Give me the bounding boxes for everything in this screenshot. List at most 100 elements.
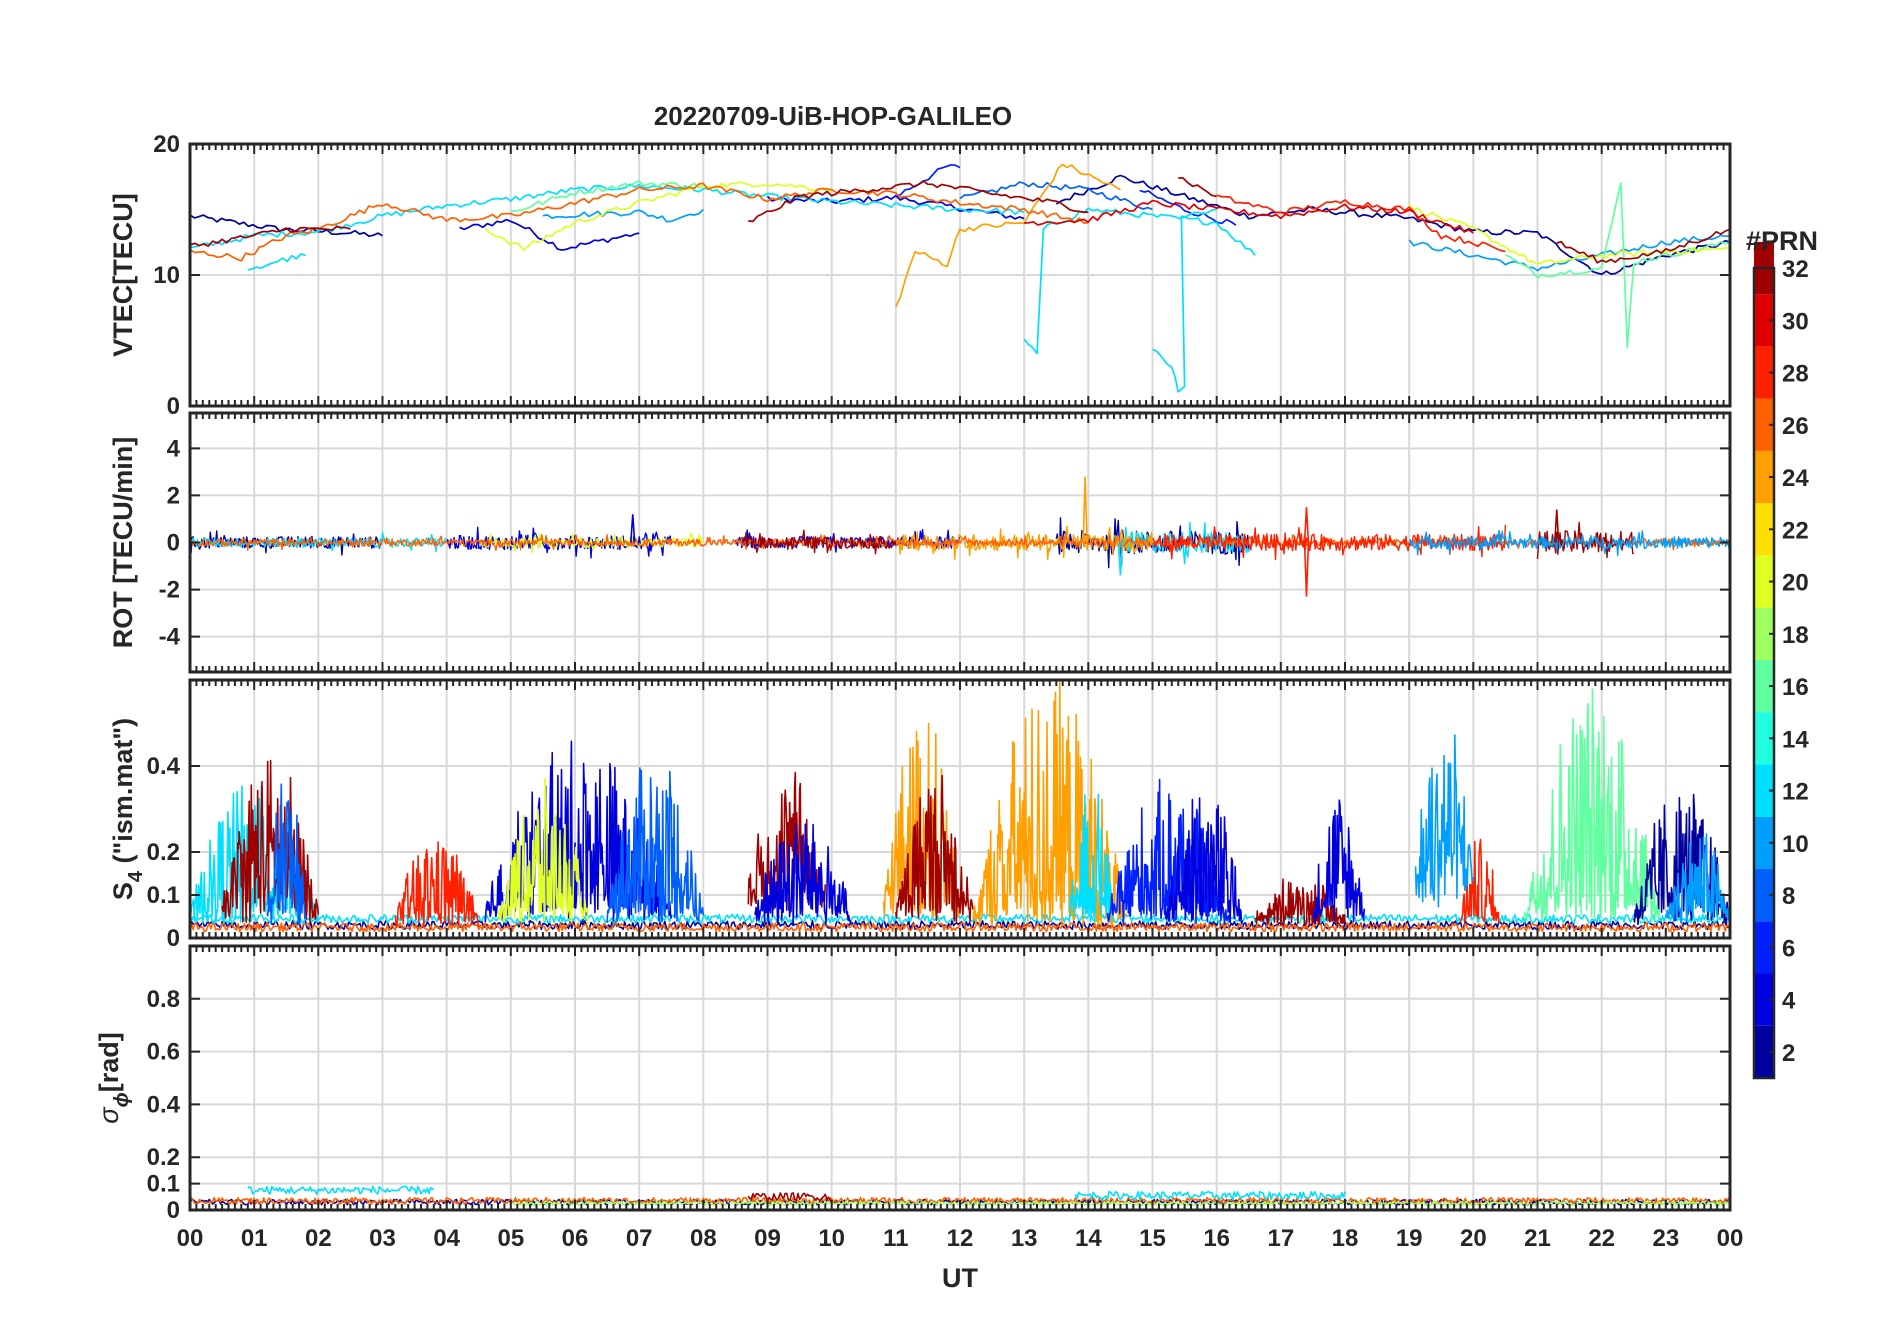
vtec-series-prn-29 [1024,199,1474,234]
rot-spike-prn-31 [1554,509,1560,543]
y-tick-label: 0.2 [147,1144,180,1171]
colorbar-tick-label: 6 [1782,935,1795,962]
vtec-series-prn-27 [1216,194,1506,253]
x-tick-label: 11 [883,1225,908,1252]
x-tick-label: 03 [369,1225,396,1252]
x-tick-label: 17 [1267,1225,1294,1252]
vtec-series-prn-2 [190,214,383,238]
colorbar-segment [1754,659,1774,713]
colorbar-segment [1754,607,1774,660]
colorbar-segment [1754,973,1774,1026]
vtec-series-prn-8 [959,181,1153,211]
s4-burst-prn-3 [753,823,852,925]
x-tick-label: 00 [1717,1225,1744,1252]
sigma-series-prn-31 [747,1192,833,1202]
x-tick-label: 05 [497,1225,524,1252]
rot-series-prn-11 [190,531,448,553]
rot-series-prn-31 [741,529,897,555]
vtec-series-prn-23 [895,163,1121,308]
x-tick-label: 23 [1652,1225,1679,1252]
colorbar-segment [1754,450,1774,504]
colorbar-tick-label: 30 [1782,308,1809,335]
colorbar-segment [1754,398,1774,451]
y-tick-label: 10 [153,262,180,289]
y-tick-label: 0 [167,393,180,420]
colorbar-segment [1754,503,1774,556]
panel-sigma: 00.10.2 0.4 0.6 0.8 σϕ[rad] [94,944,1732,1224]
y-tick-label: 2 [167,482,180,509]
colorbar-segment [1754,1025,1774,1078]
colorbar-tick-label: 20 [1782,570,1809,597]
y-axis-title-main: S [108,882,138,900]
s4-burst-prn-12 [1068,793,1115,924]
sigma-series-prn-12 [1074,1190,1346,1201]
colorbar-frame [1752,266,1776,1080]
x-axis-title: UT [942,1263,978,1293]
colorbar-tick-label: 10 [1782,831,1809,858]
y-axis-title-sub: 4 [125,870,147,882]
s4-burst-prn-9 [1414,734,1475,908]
colorbar-segment [1754,555,1774,608]
x-tick-label: 21 [1524,1225,1551,1252]
x-tick-label: 22 [1588,1225,1615,1252]
y-tick-label: 0.8 [147,986,180,1013]
colorbar-label: #PRN [1746,226,1818,256]
colorbar-segment [1754,921,1774,974]
vtec-series-prn-15 [510,180,704,213]
colorbar-tick-label: 28 [1782,361,1809,388]
x-tick-label: 12 [947,1225,974,1252]
vtec-series-prn-9 [542,208,704,223]
vtec-series-prn-12 [247,253,306,271]
vtec-y-axis-title: VTEC[TECU] [108,193,138,357]
x-tick-label: 18 [1332,1225,1359,1252]
vtec-series-prn-6 [1139,189,1237,226]
rot-series-prn-10 [1408,529,1730,557]
vtec-series-prn-31 [190,225,351,247]
x-tick-label: 15 [1139,1225,1166,1252]
sigma-y-ticks [190,997,1730,1211]
y-tick-label: 0.1 [147,1171,180,1198]
sigma-x-ticks [189,946,1731,1210]
s4-y-ticks [190,765,1730,939]
rot-x-ticks [189,413,1731,672]
colorbar-segment [1754,346,1774,399]
x-tick-label: 08 [690,1225,717,1252]
rot-spike-prn-3 [630,514,636,543]
colorbar-tick-label: 32 [1782,256,1809,283]
s4-burst-prn-23 [972,680,1128,929]
s4-burst-prn-10 [1665,833,1730,925]
colorbar-segment [1754,294,1774,347]
y-tick-label: 0 [167,925,180,952]
vtec-series-prn-31 [748,180,1089,223]
x-tick-label: 10 [818,1225,845,1252]
s4-baseline-prn-12 [190,913,1730,924]
vtec-series-prn-16 [1505,182,1730,348]
vtec-series-prn-12 [1023,207,1256,355]
sigma-y-axis-title: σϕ[rad] [94,1032,133,1123]
colorbar-tick-label: 8 [1782,883,1795,910]
rot-spike-prn-27 [1303,507,1310,543]
vtec-series-prn-32 [1178,177,1217,198]
vtec-series-prn-31 [1556,228,1730,264]
colorbar-segment [1754,712,1774,765]
colorbar-tick-label: 16 [1782,674,1809,701]
rot-series-prn-12 [1119,521,1250,565]
rot-y-ticks [190,447,1730,638]
x-tick-label: 16 [1203,1225,1230,1252]
x-tick-label: 06 [562,1225,589,1252]
vtec-series-prn-26 [190,182,1089,262]
panel-rot: -4 -2 0 2 4 ROT [TECU/min] [108,411,1732,674]
vtec-series-prn-5 [895,163,961,198]
y-tick-label: 4 [167,435,181,462]
s4-x-ticks [189,680,1731,938]
x-tick-label: 14 [1075,1225,1102,1252]
x-tick-label: 09 [754,1225,781,1252]
s4-burst-prn-8 [606,767,705,923]
y-tick-label: 0.4 [147,1091,181,1118]
vtec-series-prn-20 [484,181,833,252]
colorbar-segment [1754,764,1774,817]
y-tick-label: -4 [159,624,181,651]
x-tick-label: 00 [177,1225,204,1252]
s4-burst-prn-4 [1312,799,1366,925]
